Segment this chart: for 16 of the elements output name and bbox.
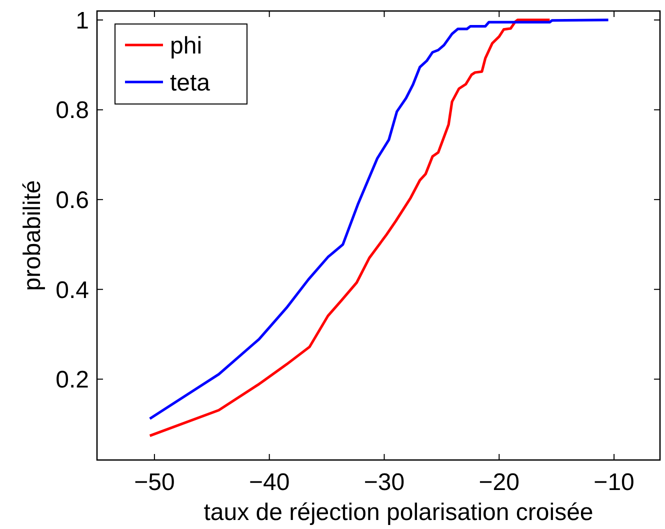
x-tick-label: −20: [478, 469, 520, 496]
x-tick-label: −50: [134, 469, 175, 496]
line-series: [148, 18, 551, 438]
y-tick-label: 0.4: [56, 276, 89, 304]
y-tick-label: 0.6: [56, 186, 89, 214]
y-tick-label: 1: [76, 7, 89, 34]
x-tick-label: −40: [248, 469, 290, 496]
legend-label: phi: [170, 32, 202, 60]
x-tick-label: −30: [364, 469, 405, 496]
legend-label: teta: [170, 69, 211, 96]
y-axis-title: probabilité: [19, 180, 46, 291]
line-series: [148, 18, 610, 420]
x-axis-title: taux de réjection polarisation croisée: [204, 499, 594, 526]
y-tick-label: 0.2: [56, 366, 89, 394]
x-tick-label: −10: [594, 469, 634, 496]
y-tick-label: 0.8: [56, 97, 89, 124]
